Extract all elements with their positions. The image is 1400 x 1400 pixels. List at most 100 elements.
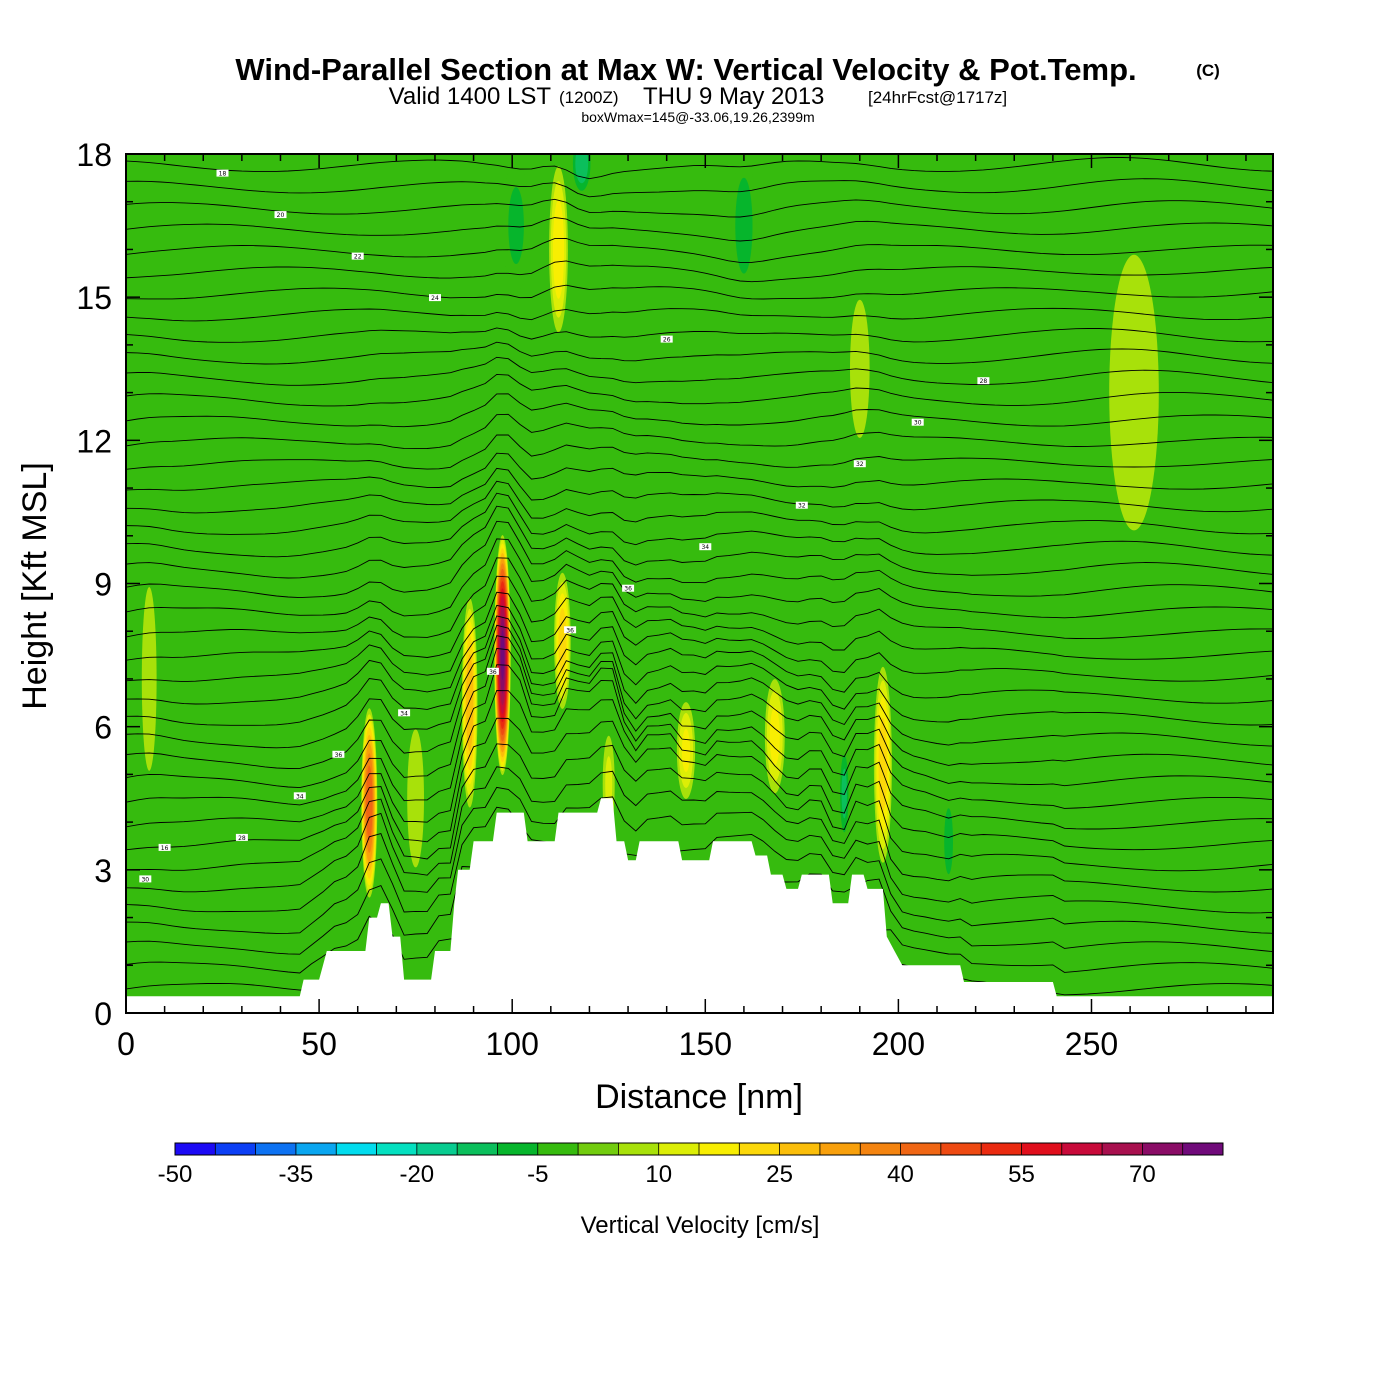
theta-contour-label: 30 [139, 875, 152, 883]
theta-contour-label: 36 [486, 667, 499, 676]
w-cell-20 [407, 729, 424, 868]
theta-contour-label: 36 [332, 750, 345, 759]
theta-contour [126, 604, 1273, 705]
svg-text:20: 20 [277, 212, 285, 219]
chart-title: Wind-Parallel Section at Max W: Vertical… [235, 52, 1136, 87]
colorbar-swatch [215, 1143, 256, 1155]
colorbar-tick-label: -5 [527, 1161, 548, 1188]
w-cell-11 [764, 679, 785, 794]
theta-contour [126, 373, 1273, 407]
theta-contour-label: 34 [293, 792, 306, 800]
theta-contour [126, 664, 1273, 809]
x-axis-label: Distance [nm] [595, 1078, 803, 1116]
svg-text:28: 28 [238, 835, 246, 842]
theta-contour-label: 36 [564, 626, 577, 634]
w-cell-14 [1109, 254, 1159, 531]
svg-text:26: 26 [663, 337, 671, 344]
theta-contour [126, 624, 1273, 749]
x-tick-label: 0 [117, 1026, 135, 1062]
theta-contour-label: 30 [911, 418, 924, 427]
theta-contour [126, 260, 1273, 283]
colorbar-swatch [1061, 1143, 1103, 1155]
svg-text:22: 22 [354, 254, 362, 261]
valid-time-line: Valid 1400 LST (1200Z) THU 9 May 2013 [2… [389, 83, 1007, 110]
y-tick-label: 6 [94, 710, 112, 746]
svg-text:34: 34 [701, 544, 709, 551]
copyright-mark: (C) [1196, 61, 1220, 80]
potential-temperature-contours: 30 28 34 36 34 36 36 36 34 32 32 30 28 26 24 22 20 18 16 [126, 157, 1273, 996]
colorbar-swatch [336, 1143, 377, 1155]
colorbar-tick-label: 55 [1008, 1161, 1035, 1188]
svg-text:28: 28 [980, 378, 988, 385]
theta-contour [126, 743, 1273, 872]
theta-contour [126, 766, 1273, 893]
svg-text:18: 18 [219, 171, 227, 178]
y-axis-label: Height [Kft MSL] [16, 462, 54, 710]
colorbar-tick-label: 25 [766, 1161, 793, 1188]
theta-contour [126, 690, 1273, 830]
colorbar-title: Vertical Velocity [cm/s] [581, 1212, 820, 1239]
theta-contour-label: 22 [351, 252, 364, 261]
colorbar-swatch [779, 1143, 821, 1155]
w-band [141, 587, 157, 771]
theta-contour-label: 34 [699, 543, 712, 551]
valid-time: Valid 1400 LST [389, 83, 552, 110]
svg-text:36: 36 [489, 669, 497, 676]
theta-contour [126, 284, 1273, 300]
colorbar-tick-label: -20 [399, 1161, 434, 1188]
w-cell-4 [502, 159, 530, 293]
svg-text:30: 30 [141, 876, 149, 883]
x-axis: 0 50 100 150 200 250 [117, 154, 1247, 1062]
svg-text:30: 30 [914, 420, 922, 427]
colorbar-swatch [497, 1143, 539, 1155]
theta-contour [126, 327, 1273, 343]
x-tick-label: 150 [679, 1026, 732, 1062]
theta-contour [126, 198, 1273, 218]
colorbar-tick-label: 70 [1129, 1161, 1156, 1188]
w-cell-3 [554, 572, 571, 709]
theta-contour-label: 28 [977, 377, 990, 385]
colorbar-swatch [940, 1143, 982, 1155]
theta-contour [126, 591, 1273, 683]
theta-contour [126, 157, 1273, 180]
colorbar-tick-label: 40 [887, 1161, 914, 1188]
colorbar-tick-label: 10 [645, 1161, 672, 1188]
colorbar-swatch [1021, 1143, 1063, 1155]
w-band [552, 200, 565, 299]
w-cell-0 [361, 708, 378, 898]
theta-contour-label: 16 [158, 843, 171, 852]
theta-contour [126, 413, 1273, 450]
w-band [735, 177, 753, 274]
theta-contour [126, 806, 1273, 934]
theta-contour [126, 467, 1273, 514]
theta-contour [126, 635, 1273, 769]
colorbar: -50 -35 -20 -5 10 25 40 55 70 [158, 1142, 1224, 1188]
w-band [407, 729, 424, 868]
w-cell-5 [571, 154, 593, 197]
svg-text:24: 24 [431, 295, 439, 302]
theta-contour-label: 34 [398, 709, 411, 717]
y-tick-label: 12 [76, 423, 112, 459]
colorbar-swatch [1142, 1143, 1183, 1155]
theta-contour [126, 238, 1273, 263]
theta-contour [126, 480, 1273, 535]
svg-text:36: 36 [624, 586, 632, 593]
theta-contour-label: 24 [429, 294, 441, 302]
theta-contour [126, 434, 1273, 470]
colorbar-swatch [981, 1143, 1022, 1155]
valid-date: THU 9 May 2013 [643, 83, 824, 110]
w-band [466, 654, 474, 752]
colorbar-swatch [658, 1143, 700, 1155]
theta-contour [126, 717, 1273, 851]
svg-text:34: 34 [296, 793, 304, 800]
w-band [769, 707, 780, 766]
theta-contour [126, 505, 1273, 579]
svg-text:32: 32 [798, 503, 806, 510]
w-band [500, 630, 505, 680]
x-tick-label: 50 [301, 1026, 337, 1062]
theta-contour [126, 178, 1273, 198]
svg-text:16: 16 [161, 845, 169, 852]
colorbar-swatch [537, 1143, 579, 1155]
